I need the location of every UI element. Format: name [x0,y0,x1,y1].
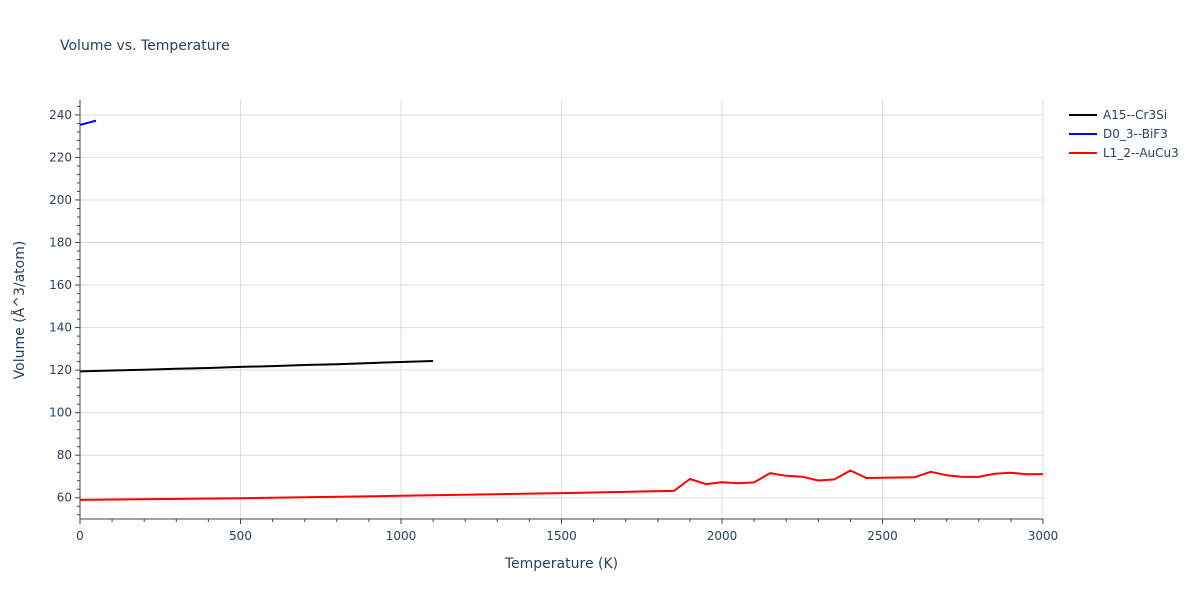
y-tick-label: 160 [49,278,72,292]
legend[interactable]: A15--Cr3Si D0_3--BiF3 L1_2--AuCu3 [1069,108,1179,160]
y-tick-label: 100 [49,406,72,420]
y-tick-label: 60 [57,491,72,505]
y-tick-label: 140 [49,321,72,335]
x-tick-label: 1000 [386,529,417,543]
legend-label: L1_2--AuCu3 [1103,146,1179,160]
x-tick-label: 3000 [1028,529,1059,543]
series-line-L1_2--AuCu3 [79,469,1044,501]
grid-lines [80,100,1044,519]
x-axis-title: Temperature (K) [504,556,618,572]
y-tick-label: 80 [57,448,72,462]
y-tick-label: 240 [49,108,72,122]
x-tick-label: 2500 [867,529,898,543]
x-tick-label: 2000 [707,529,738,543]
y-axis-title: Volume (Å^3/atom) [11,241,28,380]
y-tick-label: 120 [49,363,72,377]
y-tick-label: 200 [49,193,72,207]
axes: 0 500 1000 1500 2000 2500 3000 60 80 100 120 140 160… [49,100,1058,543]
x-tick-label: 0 [76,529,84,543]
legend-label: A15--Cr3Si [1103,108,1167,122]
series-line-A15--Cr3Si [79,360,434,373]
series-line-D0_3--BiF3 [79,119,97,126]
x-tick-label: 1500 [546,529,577,543]
legend-item[interactable]: A15--Cr3Si [1069,108,1167,122]
legend-label: D0_3--BiF3 [1103,127,1168,141]
legend-item[interactable]: L1_2--AuCu3 [1069,146,1179,160]
y-tick-label: 180 [49,236,72,250]
chart-title: Volume vs. Temperature [60,38,230,54]
x-tick-label: 500 [229,529,252,543]
legend-item[interactable]: D0_3--BiF3 [1069,127,1168,141]
series-group [79,119,1044,501]
y-tick-label: 220 [49,150,72,164]
